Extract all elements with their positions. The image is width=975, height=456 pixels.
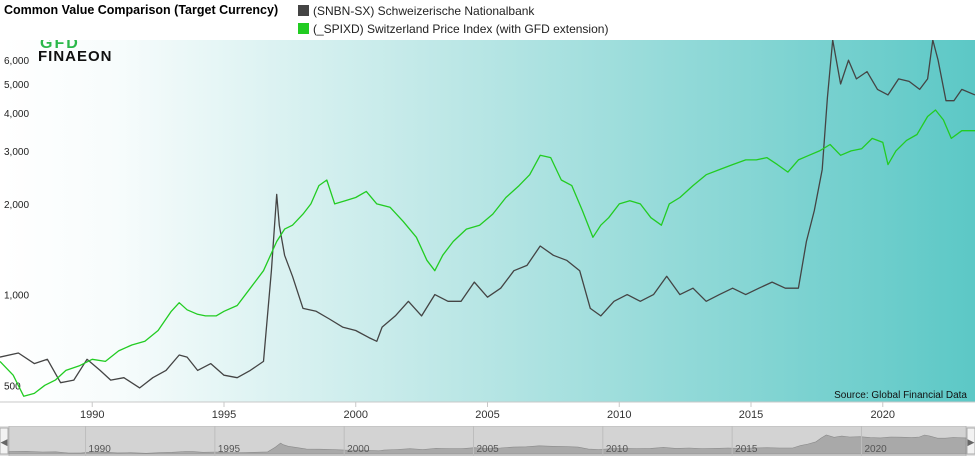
navigator-series-area (8, 434, 967, 455)
x-axis-ticks: 1990 1995 2000 2005 2010 2015 2020 (80, 402, 895, 421)
navigator-right-handle[interactable]: ▶ (966, 427, 975, 455)
navigator-series-shape (8, 434, 967, 455)
x-tick-label: 2010 (607, 409, 631, 421)
legend-label-spixd: (_SPIXD) Switzerland Price Index (with G… (313, 21, 609, 36)
navigator-year-label: 2000 (347, 444, 370, 455)
navigator-year-label: 1995 (218, 444, 241, 455)
chevron-left-icon: ◀ (1, 437, 8, 447)
chart-header: Common Value Comparison (Target Currency… (0, 0, 975, 40)
navigator-scrollbar[interactable]: 1990 1995 2000 2005 2010 2015 2020 ◀ ▶ (0, 426, 975, 456)
chart-title: Common Value Comparison (Target Currency… (4, 3, 279, 17)
x-tick-label: 2005 (475, 409, 499, 421)
x-tick-label: 1990 (80, 409, 104, 421)
y-tick-label: 6,000 (4, 56, 29, 67)
navigator-year-label: 2010 (606, 444, 629, 455)
navigator-year-label: 2005 (477, 444, 500, 455)
navigator-year-label: 1990 (89, 444, 112, 455)
navigator-year-label: 2020 (864, 444, 887, 455)
plot-background (0, 40, 975, 402)
y-tick-label: 5,000 (4, 80, 29, 91)
y-tick-label: 500 (4, 381, 21, 392)
legend-label-snbn: (SNBN-SX) Schweizerische Nationalbank (313, 3, 535, 18)
series-line-snbn (0, 39, 975, 389)
legend-swatch-spixd (298, 23, 309, 34)
legend-swatch-snbn (298, 5, 309, 16)
x-tick-label: 2000 (344, 409, 368, 421)
y-tick-label: 1,000 (4, 291, 29, 302)
y-tick-label: 3,000 (4, 147, 29, 158)
legend-item-snbn[interactable]: (SNBN-SX) Schweizerische Nationalbank (298, 3, 534, 18)
source-text: Source: Global Financial Data (834, 390, 967, 401)
navigator-year-labels: 1990 1995 2000 2005 2010 2015 2020 (85, 426, 887, 456)
x-tick-label: 2020 (871, 409, 895, 421)
y-tick-label: 4,000 (4, 109, 29, 120)
y-tick-label: 2,000 (4, 200, 29, 211)
series-layer (0, 39, 975, 397)
legend-item-spixd[interactable]: (_SPIXD) Switzerland Price Index (with G… (298, 21, 608, 36)
x-tick-label: 1995 (212, 409, 236, 421)
logo-line-2: FINAEON (38, 48, 113, 65)
navigator-year-label: 2015 (735, 444, 758, 455)
y-axis-ticks: 500 1,000 2,000 3,000 4,000 5,000 6,000 (4, 56, 29, 392)
chevron-right-icon: ▶ (968, 437, 975, 447)
x-tick-label: 2015 (739, 409, 763, 421)
navigator-left-handle[interactable]: ◀ (0, 427, 9, 455)
series-line-spixd (0, 109, 975, 397)
